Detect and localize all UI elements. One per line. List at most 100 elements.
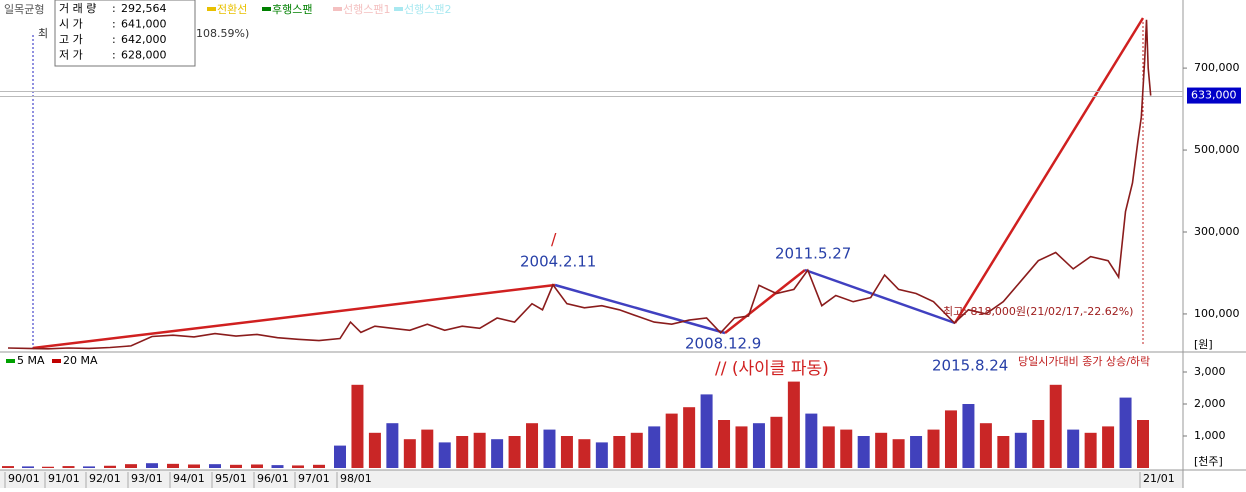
volume-bar (718, 420, 731, 468)
volume-bar (979, 423, 992, 468)
volume-bar (1014, 432, 1027, 468)
volume-bar (700, 394, 713, 468)
volume-bar (822, 426, 835, 468)
volume-bar (251, 464, 263, 468)
annotation: 2011.5.27 (775, 245, 851, 263)
wave-up (32, 283, 556, 350)
y-tick-label: 100,000 (1194, 307, 1240, 320)
legend-label: 선행스팬2 (404, 3, 451, 16)
volume-bar (735, 426, 748, 468)
volume-bar (146, 463, 158, 468)
volume-bar (167, 463, 179, 468)
annotation: / (551, 230, 557, 249)
wave-up (953, 17, 1145, 324)
legend-swatch (207, 7, 216, 11)
volume-bar (421, 429, 434, 468)
volume-bar (787, 381, 800, 468)
volume-bar (456, 436, 469, 468)
legend-label: 5 MA (17, 354, 45, 367)
volume-bar (892, 439, 905, 468)
legend-label: 선행스팬1 (343, 3, 390, 16)
annotation: // (사이클 파동) (715, 359, 829, 379)
y-tick-label: 2,000 (1194, 397, 1226, 410)
y-tick-label: 1,000 (1194, 429, 1226, 442)
info-colon: : (112, 2, 116, 15)
x-tick-label: 92/01 (89, 472, 121, 485)
volume-bar (473, 432, 486, 468)
current-price-label: 633,000 (1191, 89, 1237, 102)
info-value: 641,000 (121, 18, 167, 31)
volume-bar (526, 423, 539, 468)
x-tick-label: 94/01 (173, 472, 205, 485)
low-marker: 최 (38, 27, 48, 40)
volume-bar (1032, 420, 1045, 468)
volume-bar (805, 413, 818, 468)
info-colon: : (112, 49, 116, 62)
volume-bar (665, 413, 678, 468)
volume-bar (271, 465, 284, 468)
volume-bar (1067, 429, 1080, 468)
volume-bar (560, 436, 573, 468)
volume-bar (1102, 426, 1115, 468)
y-unit: [원] (1194, 338, 1213, 351)
legend: 일목균형 최 108.59%) 전환선 후행스팬 선행스팬1 선행스팬2 (4, 2, 451, 40)
volume-bar (403, 439, 416, 468)
volume-bar (313, 464, 325, 468)
volume-bar (962, 404, 975, 468)
annotation: 2015.8.24 (932, 357, 1008, 375)
volume-bar (543, 429, 556, 468)
zigzag (32, 17, 1145, 350)
volume-bar (630, 432, 643, 468)
volume-bar (578, 439, 591, 468)
volume-bar (840, 429, 853, 468)
info-label: 시 가 (59, 18, 83, 31)
volume-bar (83, 466, 95, 468)
volume-bar (188, 464, 200, 468)
legend-swatch (333, 7, 342, 11)
y-unit: [천주] (1194, 454, 1223, 468)
volume-bar (438, 442, 451, 468)
volume-bar (386, 423, 399, 468)
x-tick-label: 91/01 (48, 472, 80, 485)
volume-bar (1049, 384, 1062, 468)
volume-bar (683, 407, 696, 468)
x-tick-label: 98/01 (340, 472, 372, 485)
x-axis-strip (0, 470, 1183, 488)
info-label: 고 가 (59, 33, 83, 46)
annotation: 최고: 818,000원(21/02/17,-22.62%) (943, 305, 1133, 318)
wave-down (804, 268, 956, 325)
volume-bar (1084, 432, 1097, 468)
price-line (7, 19, 1152, 350)
annotation: 2004.2.11 (520, 253, 596, 271)
volume-bar (944, 410, 957, 468)
x-tick-label: 97/01 (298, 472, 330, 485)
volume-bar (613, 436, 626, 468)
legend-swatch (6, 359, 15, 363)
volume-bar (125, 464, 137, 468)
volume-bar (334, 445, 346, 468)
info-frame (54, 0, 196, 67)
y-tick-label: 3,000 (1194, 365, 1226, 378)
volume-bar (1119, 397, 1132, 468)
legend-label: 전환선 (217, 3, 247, 16)
x-tick-label: 95/01 (215, 472, 247, 485)
volume-bar (648, 426, 661, 468)
x-tick-label: 93/01 (131, 472, 163, 485)
low-pct: 108.59%) (196, 27, 249, 40)
volume-bar (209, 464, 221, 468)
volume-bar (230, 464, 242, 468)
legend-label: 20 MA (63, 354, 98, 367)
volume-bar (595, 442, 608, 468)
legend-swatch (262, 7, 271, 11)
info-colon: : (112, 33, 116, 46)
volume-note: 당일시가대비 종가 상승/하락 (1018, 354, 1150, 368)
info-label: 저 가 (59, 49, 83, 62)
x-tick-label: 21/01 (1143, 472, 1175, 485)
volume-bar (857, 436, 870, 468)
volume-bar (1137, 420, 1149, 468)
info-value: 642,000 (121, 33, 167, 46)
volume-bar (22, 466, 34, 468)
